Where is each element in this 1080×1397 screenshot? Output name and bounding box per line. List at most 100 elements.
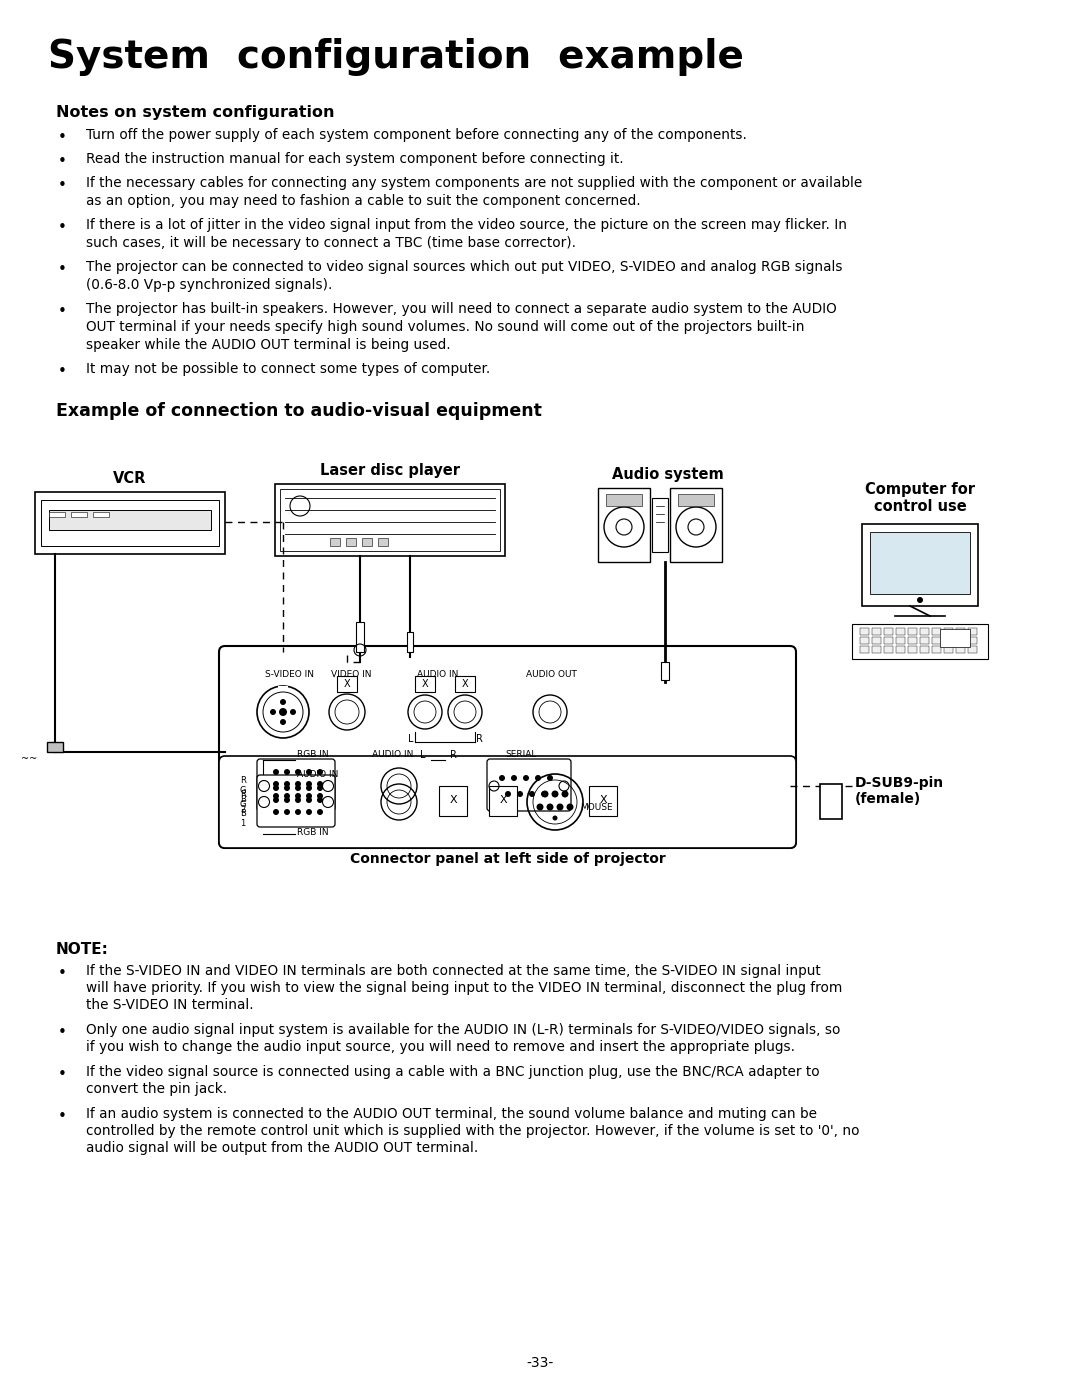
Bar: [968, 637, 977, 644]
Circle shape: [284, 785, 291, 791]
Text: Notes on system configuration: Notes on system configuration: [56, 105, 335, 120]
Bar: [860, 645, 869, 652]
Bar: [35, 492, 225, 555]
Bar: [280, 489, 500, 550]
Text: •: •: [58, 263, 67, 277]
Text: L: L: [420, 750, 426, 760]
Text: convert the pin jack.: convert the pin jack.: [86, 1083, 227, 1097]
Circle shape: [556, 803, 564, 810]
Bar: [362, 538, 372, 546]
Text: VCR: VCR: [113, 471, 147, 486]
Bar: [346, 538, 356, 546]
Text: X: X: [449, 795, 457, 805]
Text: •: •: [58, 154, 67, 169]
Text: audio signal will be output from the AUDIO OUT terminal.: audio signal will be output from the AUD…: [86, 1141, 478, 1155]
Text: NOTE:: NOTE:: [56, 942, 109, 957]
Text: R
G
B
2: R G B 2: [240, 775, 246, 814]
Bar: [589, 787, 617, 816]
FancyBboxPatch shape: [487, 759, 571, 812]
Bar: [330, 538, 340, 546]
Bar: [378, 538, 388, 546]
Bar: [908, 629, 917, 636]
Circle shape: [318, 809, 323, 814]
Bar: [49, 510, 211, 529]
Text: It may not be possible to connect some types of computer.: It may not be possible to connect some t…: [86, 362, 490, 376]
Text: Only one audio signal input system is available for the AUDIO IN (L-R) terminals: Only one audio signal input system is av…: [86, 1023, 840, 1037]
Text: If the video signal source is connected using a cable with a BNC junction plug, : If the video signal source is connected …: [86, 1065, 820, 1078]
Bar: [852, 624, 988, 659]
Text: as an option, you may need to fashion a cable to suit the component concerned.: as an option, you may need to fashion a …: [86, 194, 640, 208]
Circle shape: [295, 768, 301, 775]
Circle shape: [306, 781, 312, 787]
Circle shape: [273, 793, 279, 799]
Bar: [896, 645, 905, 652]
Circle shape: [553, 816, 557, 820]
Bar: [415, 676, 435, 692]
Bar: [920, 645, 929, 652]
Circle shape: [306, 785, 312, 791]
Text: SERIAL: SERIAL: [505, 750, 537, 759]
Text: speaker while the AUDIO OUT terminal is being used.: speaker while the AUDIO OUT terminal is …: [86, 338, 450, 352]
Text: If the S-VIDEO IN and VIDEO IN terminals are both connected at the same time, th: If the S-VIDEO IN and VIDEO IN terminals…: [86, 964, 821, 978]
Bar: [407, 631, 413, 652]
FancyBboxPatch shape: [219, 645, 796, 848]
Text: R: R: [449, 750, 457, 760]
Text: MOUSE: MOUSE: [580, 802, 612, 812]
Text: •: •: [58, 219, 67, 235]
Bar: [956, 637, 966, 644]
Text: X: X: [461, 679, 469, 689]
Text: -33-: -33-: [526, 1356, 554, 1370]
Circle shape: [273, 809, 279, 814]
Text: R: R: [475, 733, 483, 745]
Text: S-VIDEO IN: S-VIDEO IN: [265, 671, 314, 679]
Text: D-SUB9-pin
(female): D-SUB9-pin (female): [855, 775, 944, 806]
Circle shape: [295, 785, 301, 791]
Text: Connector panel at left side of projector: Connector panel at left side of projecto…: [350, 852, 665, 866]
Text: Turn off the power supply of each system component before connecting any of the : Turn off the power supply of each system…: [86, 129, 747, 142]
Text: R
G
B
1: R G B 1: [240, 789, 246, 828]
Bar: [944, 637, 953, 644]
Bar: [93, 511, 109, 517]
Bar: [940, 629, 970, 647]
Text: •: •: [58, 130, 67, 145]
Bar: [670, 488, 723, 562]
Circle shape: [279, 708, 287, 717]
FancyBboxPatch shape: [257, 775, 335, 827]
Text: •: •: [58, 965, 67, 981]
Text: L: L: [408, 733, 414, 745]
Text: AUDIO IN: AUDIO IN: [372, 750, 414, 759]
Circle shape: [280, 698, 286, 705]
Bar: [41, 500, 219, 546]
Text: ~~: ~~: [21, 754, 37, 764]
Bar: [920, 637, 929, 644]
Circle shape: [541, 791, 546, 798]
Text: X: X: [343, 679, 350, 689]
Circle shape: [295, 798, 301, 803]
Circle shape: [318, 793, 323, 799]
Circle shape: [284, 781, 291, 787]
Bar: [652, 497, 669, 552]
Circle shape: [546, 803, 554, 810]
Bar: [862, 524, 978, 606]
Bar: [956, 629, 966, 636]
Text: if you wish to change the audio input source, you will need to remove and insert: if you wish to change the audio input so…: [86, 1039, 795, 1053]
Bar: [275, 483, 505, 556]
Bar: [932, 629, 941, 636]
Bar: [278, 686, 288, 692]
Circle shape: [517, 791, 523, 798]
Circle shape: [541, 791, 549, 798]
Bar: [896, 637, 905, 644]
Bar: [885, 637, 893, 644]
Circle shape: [499, 775, 505, 781]
Circle shape: [546, 775, 553, 781]
Text: RGB IN: RGB IN: [297, 828, 328, 837]
Circle shape: [917, 597, 923, 604]
Text: such cases, it will be necessary to connect a TBC (time base corrector).: such cases, it will be necessary to conn…: [86, 236, 576, 250]
Bar: [956, 645, 966, 652]
Circle shape: [306, 768, 312, 775]
Bar: [489, 787, 517, 816]
Text: Audio system: Audio system: [612, 467, 724, 482]
Text: controlled by the remote control unit which is supplied with the projector. Howe: controlled by the remote control unit wh…: [86, 1125, 860, 1139]
Bar: [337, 676, 357, 692]
Circle shape: [291, 710, 296, 715]
